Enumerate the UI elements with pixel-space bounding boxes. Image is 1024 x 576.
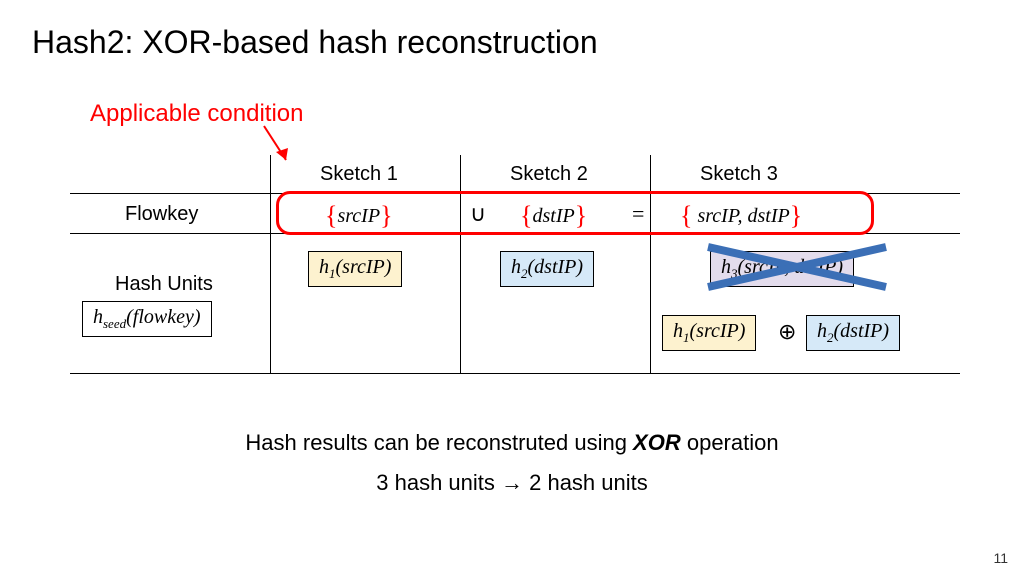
bottom-text-1: Hash results can be reconstruted using X… [0, 430, 1024, 456]
h3-box: h3(srcIP, dstIP) [710, 251, 854, 287]
h2-box-repl: h2(dstIP) [806, 315, 900, 351]
page-number: 11 [993, 550, 1008, 566]
col-sketch2: Sketch 2 [510, 163, 588, 186]
condition-box [276, 191, 874, 235]
h1-box: h1(srcIP) [308, 251, 402, 287]
row-flowkey: Flowkey [125, 203, 198, 226]
col-sketch1: Sketch 1 [320, 163, 398, 186]
bottom-text-2: 3 hash units → 2 hash units [0, 470, 1024, 496]
xor-op: ⊕ [778, 319, 796, 345]
row-hashunits: Hash Units [115, 273, 213, 296]
slide-title: Hash2: XOR-based hash reconstruction [32, 24, 598, 61]
hseed-box: hseed(flowkey) [82, 301, 212, 337]
table: Sketch 1 Sketch 2 Sketch 3 Flowkey Hash … [70, 155, 960, 375]
h1-box-repl: h1(srcIP) [662, 315, 756, 351]
h2-box: h2(dstIP) [500, 251, 594, 287]
col-sketch3: Sketch 3 [700, 163, 778, 186]
